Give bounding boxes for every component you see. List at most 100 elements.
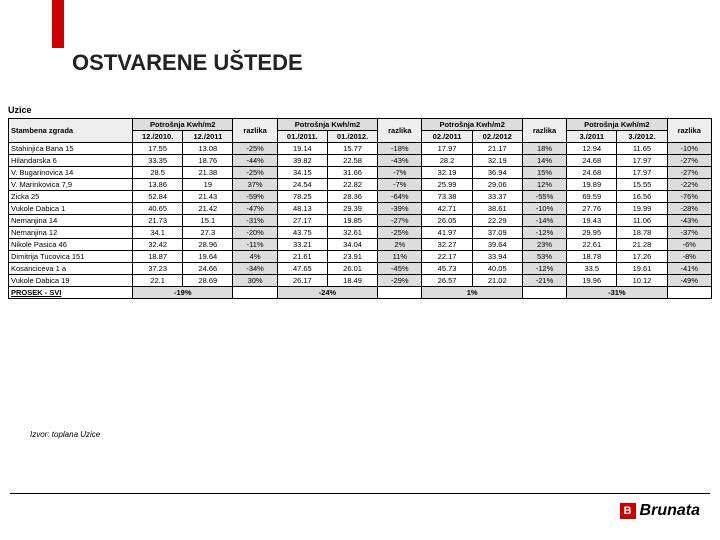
cell: -41%: [667, 263, 711, 275]
cell: 12.94: [567, 143, 617, 155]
col-cons-1: Potrošnja Kwh/m2: [133, 119, 233, 131]
cell: 33.5: [567, 263, 617, 275]
cell: -64%: [378, 191, 422, 203]
logo-text: Brunata: [640, 502, 700, 520]
cell: 28.2: [422, 155, 472, 167]
page-title: OSTVARENE UŠTEDE: [72, 50, 303, 76]
cell: 19.99: [617, 203, 667, 215]
cell: -12%: [522, 263, 566, 275]
table-row: Nemanjina 1421.7315.1-31%27.1719.85-27%2…: [9, 215, 712, 227]
col-cons-2: Potrošnja Kwh/m2: [277, 119, 377, 131]
table-row: Zicka 2552.8421.43-59%78.2528.36-64%73.3…: [9, 191, 712, 203]
cell: 10.12: [617, 275, 667, 287]
cell: 22.1: [133, 275, 183, 287]
table-row: V. Bugarinovica 1428.521.38-25%34.1531.6…: [9, 167, 712, 179]
cell: 4%: [233, 251, 277, 263]
cell: -39%: [378, 203, 422, 215]
cell: 21.42: [183, 203, 233, 215]
cell: 33.35: [133, 155, 183, 167]
cell: 19.14: [277, 143, 327, 155]
cell: -34%: [233, 263, 277, 275]
cell: 19.43: [567, 215, 617, 227]
row-name: Vukole Dabica 19: [9, 275, 133, 287]
row-name: Dimitrija Tucovica 151: [9, 251, 133, 263]
brand-logo: B Brunata: [620, 502, 700, 520]
table-row: Nemanjina 1234.127.3-20%43.7532.61-25%41…: [9, 227, 712, 239]
cell: -27%: [667, 167, 711, 179]
divider: [10, 493, 710, 494]
cell: 27.76: [567, 203, 617, 215]
cell: 22.61: [567, 239, 617, 251]
cell: 27.17: [277, 215, 327, 227]
cell: 22.29: [472, 215, 522, 227]
cell: 28.69: [183, 275, 233, 287]
table-row: Dimitrija Tucovica 15118.8719.644%21.612…: [9, 251, 712, 263]
cell: 16.56: [617, 191, 667, 203]
cell: 42.71: [422, 203, 472, 215]
cell: -10%: [667, 143, 711, 155]
cell: 47.65: [277, 263, 327, 275]
cell: -8%: [667, 251, 711, 263]
cell: -25%: [233, 143, 277, 155]
cell: 26.05: [422, 215, 472, 227]
cell: -18%: [378, 143, 422, 155]
cell: 37%: [233, 179, 277, 191]
cell: 2%: [378, 239, 422, 251]
row-name: V. Bugarinovica 14: [9, 167, 133, 179]
cell: -28%: [667, 203, 711, 215]
cell: 27.3: [183, 227, 233, 239]
cell: -25%: [233, 167, 277, 179]
cell: 18.87: [133, 251, 183, 263]
cell: 21.38: [183, 167, 233, 179]
cell: 24.68: [567, 155, 617, 167]
cell: 19.89: [567, 179, 617, 191]
cell: -20%: [233, 227, 277, 239]
cell: -22%: [667, 179, 711, 191]
row-name: V. Marinkovica 7,9: [9, 179, 133, 191]
cell: 15%: [522, 167, 566, 179]
cell: -14%: [522, 215, 566, 227]
table-row: Vukole Dabica 140.6521.42-47%48.1329.39-…: [9, 203, 712, 215]
cell: -31%: [233, 215, 277, 227]
cell: 40.65: [133, 203, 183, 215]
cell: -49%: [667, 275, 711, 287]
row-name: Stahinjića Bana 15: [9, 143, 133, 155]
cell: 29.06: [472, 179, 522, 191]
cell: -44%: [233, 155, 277, 167]
cell: -12%: [522, 227, 566, 239]
col-diff-1: razlika: [233, 119, 277, 143]
cell: 19.64: [183, 251, 233, 263]
cell: 24.66: [183, 263, 233, 275]
cell: -6%: [667, 239, 711, 251]
header-row-1: Stambena zgrada Potrošnja Kwh/m2razlika …: [9, 119, 712, 131]
city-label: Uzice: [8, 105, 32, 115]
cell: 17.97: [617, 167, 667, 179]
logo-icon: B: [620, 503, 636, 519]
cell: 39.82: [277, 155, 327, 167]
cell: -37%: [667, 227, 711, 239]
cell: 18.76: [183, 155, 233, 167]
row-name: Kosanciceva 1 a: [9, 263, 133, 275]
cell: 41.97: [422, 227, 472, 239]
cell: 21.17: [472, 143, 522, 155]
table-row: V. Marinkovica 7,913.861937%24.5422.82-7…: [9, 179, 712, 191]
cell: 14%: [522, 155, 566, 167]
cell: -27%: [667, 155, 711, 167]
table-row: Hilandarska 633.3518.76-44%39.8222.58-43…: [9, 155, 712, 167]
cell: 25.99: [422, 179, 472, 191]
cell: 28.96: [183, 239, 233, 251]
cell: 26.57: [422, 275, 472, 287]
row-name: Nemanjina 12: [9, 227, 133, 239]
cell: 33.94: [472, 251, 522, 263]
cell: 18.78: [567, 251, 617, 263]
cell: 69.59: [567, 191, 617, 203]
cell: 12%: [522, 179, 566, 191]
cell: -27%: [378, 215, 422, 227]
cell: 17.26: [617, 251, 667, 263]
cell: 19: [183, 179, 233, 191]
cell: 13.08: [183, 143, 233, 155]
accent-bar: [52, 0, 64, 48]
cell: 19.96: [567, 275, 617, 287]
cell: 15.77: [327, 143, 377, 155]
cell: 11.06: [617, 215, 667, 227]
